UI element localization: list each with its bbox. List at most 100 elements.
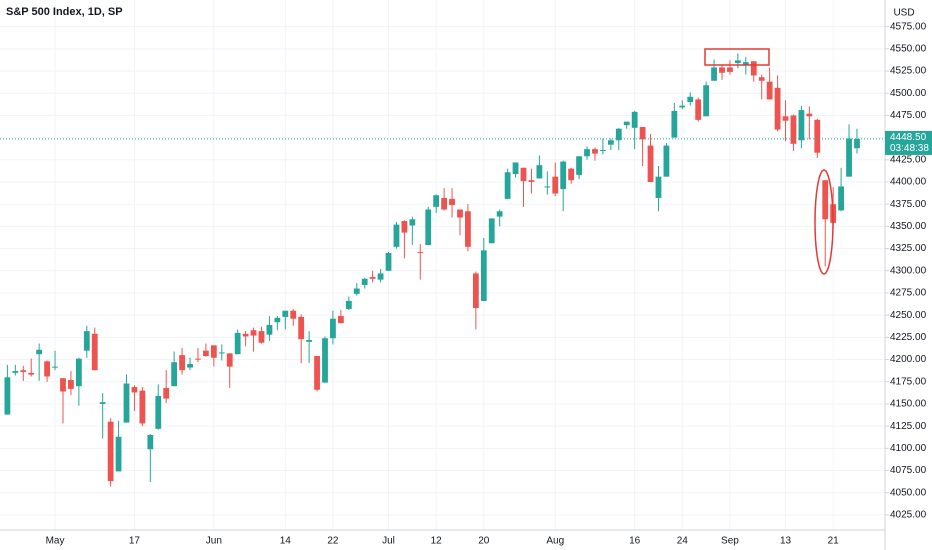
candle-body <box>687 96 694 103</box>
candle-body <box>711 67 717 81</box>
candle-body <box>147 435 154 450</box>
y-tick-label: 4200.00 <box>890 354 927 365</box>
candle-body <box>655 176 662 198</box>
candle-body <box>250 330 257 336</box>
candle-body <box>322 338 328 383</box>
candle-body <box>330 318 336 339</box>
x-tick-label: Sep <box>721 536 739 547</box>
candle-body <box>472 273 479 309</box>
candle-body <box>782 116 789 121</box>
countdown-label: 03:48:38 <box>890 143 929 154</box>
candle-body <box>52 366 58 368</box>
candle-body <box>20 370 27 372</box>
x-tick-label: 13 <box>780 536 792 547</box>
candle-body <box>409 219 416 226</box>
candle-body <box>203 350 209 356</box>
candle-body <box>441 197 447 210</box>
x-tick-label: Jun <box>206 536 222 547</box>
candle-body <box>210 345 217 358</box>
y-tick-label: 4375.00 <box>890 199 927 210</box>
candle-body <box>171 362 178 387</box>
candle-body <box>639 126 646 140</box>
candle-body <box>234 332 241 355</box>
candle-body <box>417 252 424 254</box>
candle-body <box>361 278 368 285</box>
candle-body <box>703 85 710 117</box>
candle-body <box>663 145 670 177</box>
candle-body <box>520 167 527 182</box>
candle-body <box>480 250 487 301</box>
candle-body <box>449 198 455 206</box>
y-tick-label: 4225.00 <box>890 332 927 343</box>
candle-body <box>766 81 773 100</box>
candle-body <box>838 186 844 211</box>
candle-body <box>727 67 733 72</box>
last-price-box <box>885 130 932 155</box>
x-tick-label: 22 <box>327 536 339 547</box>
candle-body <box>131 387 138 393</box>
candle-body <box>822 180 829 220</box>
candle-body <box>306 340 313 342</box>
candle-body <box>592 149 598 154</box>
candle-body <box>218 352 225 354</box>
x-tick-label: 20 <box>478 536 490 547</box>
candle-body <box>393 224 400 247</box>
candle-body <box>600 150 606 152</box>
candle-body <box>734 60 741 64</box>
x-tick-label: 12 <box>431 536 443 547</box>
x-tick-label: Jul <box>382 536 395 547</box>
candle-body <box>433 195 440 207</box>
candle-body <box>758 77 765 81</box>
y-tick-label: 4325.00 <box>890 243 927 254</box>
candle-body <box>75 358 82 387</box>
candle-body <box>12 371 19 373</box>
candle-body <box>353 288 360 294</box>
candle-body <box>719 67 725 73</box>
candle-body <box>504 172 511 199</box>
candle-body <box>607 140 614 145</box>
candle-body <box>742 62 749 65</box>
candle-body <box>345 300 352 309</box>
candle-body <box>536 165 543 179</box>
candle-body <box>195 358 201 360</box>
y-tick-label: 4400.00 <box>890 177 927 188</box>
candle-body <box>552 176 559 194</box>
y-tick-label: 4025.00 <box>890 510 927 521</box>
y-tick-label: 4525.00 <box>890 66 927 77</box>
y-tick-label: 4175.00 <box>890 376 927 387</box>
candle-body <box>187 363 193 368</box>
y-tick-label: 4300.00 <box>890 265 927 276</box>
candle-body <box>679 105 686 108</box>
candle-body <box>369 276 376 279</box>
x-tick-label: 14 <box>280 536 292 547</box>
candle-body <box>496 211 503 217</box>
candle-body <box>623 121 630 126</box>
annotation-rectangle <box>704 48 770 66</box>
candle-body <box>226 353 233 367</box>
candle-body <box>425 209 432 246</box>
candle-body <box>568 168 575 181</box>
candle-body <box>4 377 11 415</box>
candle-body <box>671 110 678 138</box>
candle-body <box>337 316 344 324</box>
candle-body <box>266 324 273 335</box>
y-tick-label: 4050.00 <box>890 487 927 498</box>
candle-body <box>457 209 463 218</box>
candle-body <box>36 349 43 355</box>
y-tick-label: 4075.00 <box>890 465 927 476</box>
y-tick-label: 4125.00 <box>890 421 927 432</box>
candle-body <box>806 113 813 117</box>
candle-body <box>465 211 471 247</box>
candle-body <box>314 355 320 390</box>
candle-body <box>814 119 821 153</box>
candle-body <box>615 128 622 141</box>
candle-body <box>544 186 551 188</box>
y-tick-label: 4275.00 <box>890 288 927 299</box>
candle-body <box>163 387 170 399</box>
candle-body <box>60 378 66 392</box>
candle-body <box>846 138 852 177</box>
candles <box>0 53 885 487</box>
candle-body <box>290 310 297 319</box>
candle-body <box>647 145 654 182</box>
